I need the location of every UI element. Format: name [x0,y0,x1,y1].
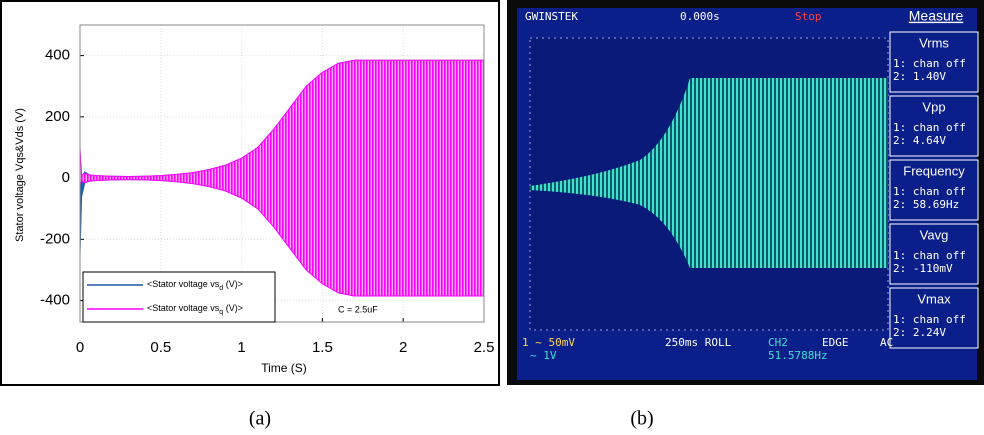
panel-b: GWINSTEK 0.000s Stop Measure Vrms 1: chan… [507,0,984,385]
frequency-counter: 51.5788Hz [768,349,828,362]
timebase: 250ms ROLL [665,336,732,349]
trigger-type: EDGE [822,336,849,349]
legend-name: <Stator voltage vs [147,279,220,289]
y-tick-label: 0 [62,169,70,186]
measure-box [889,287,979,349]
signal-band [80,60,484,296]
x-tick-label: 2 [399,339,407,356]
legend-unit: (V)> [223,303,243,313]
measure-line: 1: chan off [893,57,966,70]
measure-title: Measure [909,8,964,24]
trigger-time: 0.000s [680,10,720,23]
ch1-scale: 1 ~ 50mV [522,336,575,349]
measure-line: 2: 4.64V [893,134,946,147]
plot-a: 0 0.5 1 1.5 2 2.5 -400 -200 0 200 400 <Stator volta… [40,24,495,356]
x-tick-label: 0.5 [150,339,171,356]
measure-name: Vpp [922,99,945,114]
ch2-scale: ~ 1V [530,349,557,362]
measure-name: Vavg [920,227,949,242]
upper-envelope [79,59,484,178]
measure-box [889,95,979,157]
caption-a: (a) [249,408,271,430]
x-tick-label: 1.5 [312,339,333,356]
measure-line: 1: chan off [893,185,966,198]
y-tick-label: -200 [40,230,70,247]
measure-line: 2: -110mV [893,262,953,275]
legend-unit: (V)> [223,279,243,289]
measure-box [889,159,979,221]
measure-line: 1: chan off [893,121,966,134]
coupling: AC [880,336,893,349]
legend-subscript: q [219,309,223,316]
measure-line: 2: 1.40V [893,70,946,83]
y-tick-label: 200 [45,108,70,125]
measure-name: Frequency [903,163,965,178]
x-axis-label: Time (S) [261,361,307,375]
legend-label: <Stator voltage vsd (V)> [147,279,243,291]
scope-waveform [530,78,888,268]
y-axis-label: Stator voltage Vqs&Vds (V) [14,108,26,242]
measure-line: 2: 2.24V [893,326,946,339]
scope-brand: GWINSTEK [525,10,578,23]
caption-b: (b) [630,408,653,430]
measure-box [889,31,979,93]
measure-line: 1: chan off [893,313,966,326]
measure-line: 2: 58.69Hz [893,198,959,211]
x-tick-label: 0 [76,339,84,356]
x-tick-label: 1 [237,339,245,356]
measure-name: Vmax [917,291,951,306]
measure-line: 1: chan off [893,249,966,262]
trigger-source: CH2 [768,336,788,349]
y-tick-label: 400 [45,47,70,64]
scope-status: Stop [795,10,822,23]
annotation: C = 2.5uF [338,304,378,314]
measure-name: Vrms [919,35,949,50]
legend-subscript: d [219,285,223,292]
legend-box [82,271,276,323]
measure-box [889,223,979,285]
plot-frame [79,24,485,323]
legend-name: <Stator voltage vs [147,303,220,313]
lower-envelope [79,179,484,297]
legend-label: <Stator voltage vsq (V)> [147,303,243,315]
y-tick-label: -400 [40,292,70,309]
x-tick-label: 2.5 [474,339,495,356]
